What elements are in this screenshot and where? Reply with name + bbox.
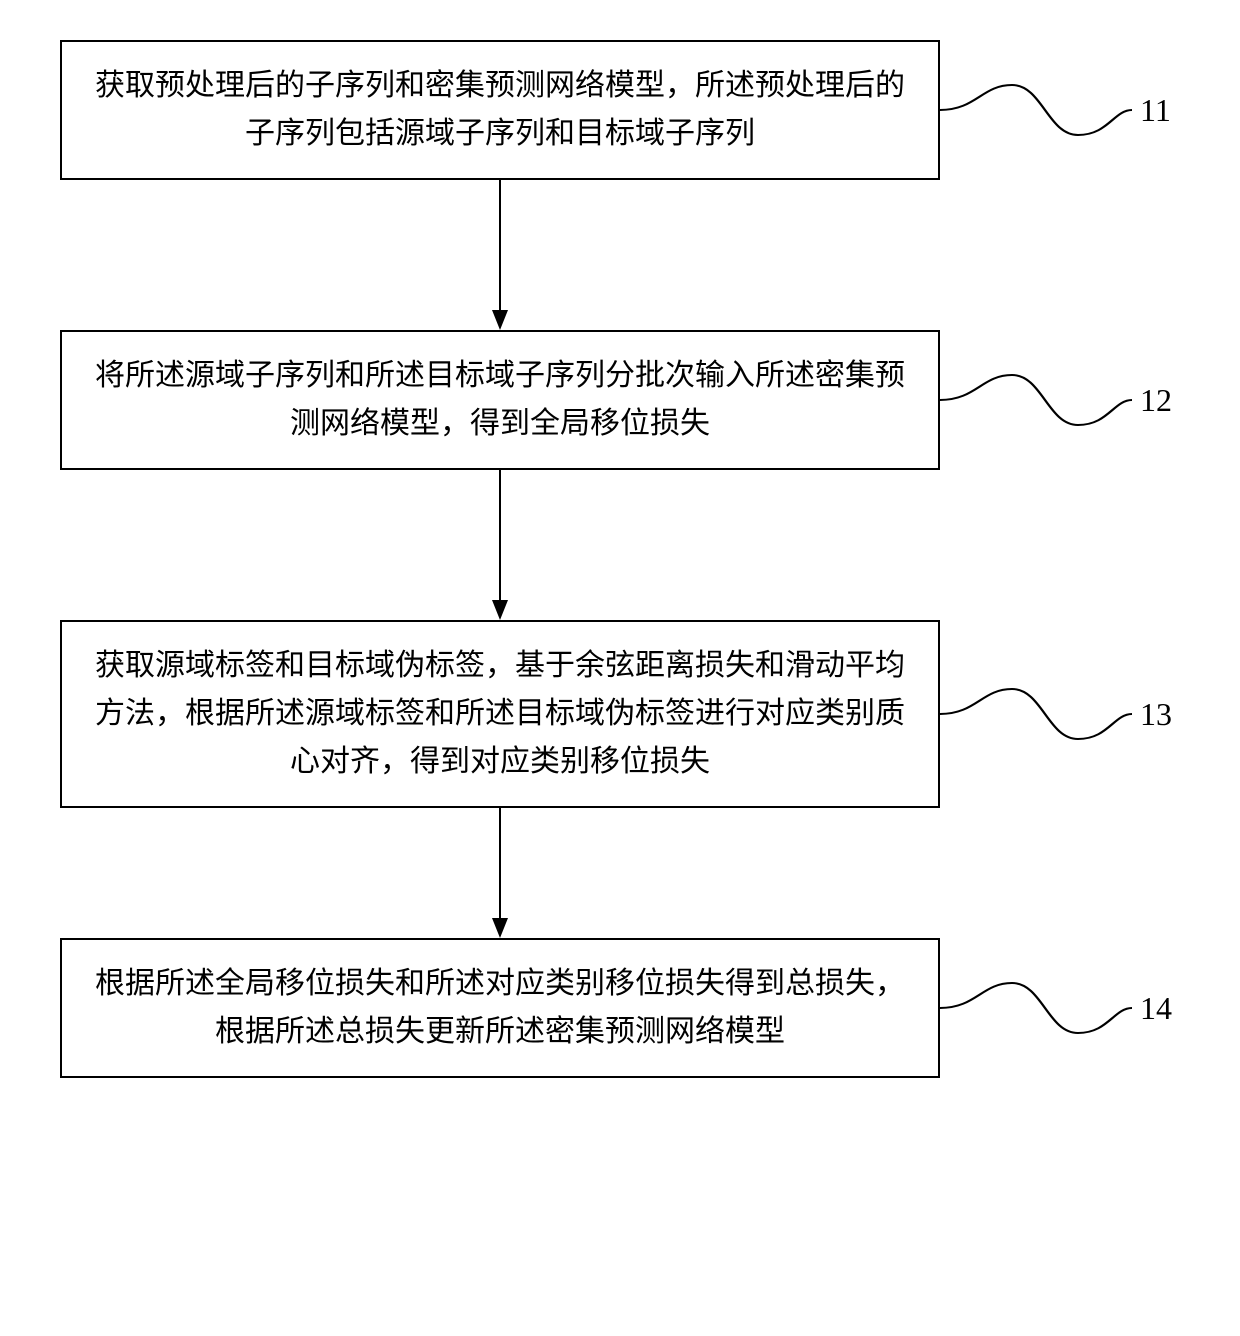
flow-box-text: 将所述源域子序列和所述目标域子序列分批次输入所述密集预测网络模型，得到全局移位损… (86, 352, 914, 448)
connector-wave (940, 1007, 1132, 1009)
step-label: 14 (1140, 990, 1180, 1027)
flow-box-text: 获取预处理后的子序列和密集预测网络模型，所述预处理后的子序列包括源域子序列和目标… (86, 62, 914, 158)
flow-box-11: 获取预处理后的子序列和密集预测网络模型，所述预处理后的子序列包括源域子序列和目标… (60, 40, 940, 180)
flow-step: 获取预处理后的子序列和密集预测网络模型，所述预处理后的子序列包括源域子序列和目标… (60, 40, 1180, 180)
flow-box-text: 获取源域标签和目标域伪标签，基于余弦距离损失和滑动平均方法，根据所述源域标签和所… (86, 642, 914, 786)
connector-wave (940, 399, 1132, 401)
flow-step: 将所述源域子序列和所述目标域子序列分批次输入所述密集预测网络模型，得到全局移位损… (60, 330, 1180, 470)
flow-box-text: 根据所述全局移位损失和所述对应类别移位损失得到总损失，根据所述总损失更新所述密集… (86, 960, 914, 1056)
flow-box-13: 获取源域标签和目标域伪标签，基于余弦距离损失和滑动平均方法，根据所述源域标签和所… (60, 620, 940, 808)
flow-box-14: 根据所述全局移位损失和所述对应类别移位损失得到总损失，根据所述总损失更新所述密集… (60, 938, 940, 1078)
flowchart-container: 获取预处理后的子序列和密集预测网络模型，所述预处理后的子序列包括源域子序列和目标… (60, 40, 1180, 1078)
flow-box-12: 将所述源域子序列和所述目标域子序列分批次输入所述密集预测网络模型，得到全局移位损… (60, 330, 940, 470)
flow-arrow (60, 180, 940, 330)
flow-step: 获取源域标签和目标域伪标签，基于余弦距离损失和滑动平均方法，根据所述源域标签和所… (60, 620, 1180, 808)
flow-step: 根据所述全局移位损失和所述对应类别移位损失得到总损失，根据所述总损失更新所述密集… (60, 938, 1180, 1078)
flow-arrow (60, 470, 940, 620)
connector-wave (940, 713, 1132, 715)
flow-arrow (60, 808, 940, 938)
connector-wave (940, 109, 1132, 111)
step-label: 12 (1140, 382, 1180, 419)
step-label: 13 (1140, 696, 1180, 733)
step-label: 11 (1140, 92, 1180, 129)
